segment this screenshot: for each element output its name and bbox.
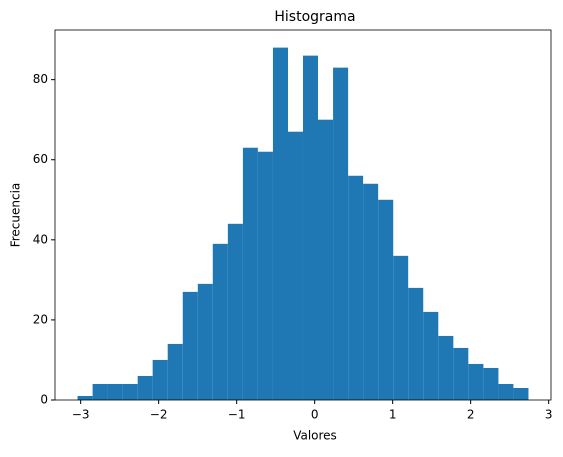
bar xyxy=(453,347,469,400)
bar xyxy=(393,255,409,400)
bar xyxy=(137,375,153,400)
bar xyxy=(438,335,454,400)
x-tick-label: −1 xyxy=(228,408,246,422)
x-tick-label: 3 xyxy=(545,408,553,422)
bar xyxy=(242,147,258,400)
y-tick-label: 0 xyxy=(40,393,48,407)
bar xyxy=(468,363,484,400)
y-tick-label: 80 xyxy=(33,72,48,86)
y-tick-label: 20 xyxy=(33,312,48,326)
bar xyxy=(348,175,364,400)
bar xyxy=(378,199,394,400)
bar xyxy=(257,151,273,400)
y-tick-label: 60 xyxy=(33,152,48,166)
bar xyxy=(287,131,303,400)
bar xyxy=(363,183,379,400)
bar xyxy=(483,367,499,400)
bar xyxy=(227,223,243,400)
bar xyxy=(272,47,288,400)
x-tick-label: −3 xyxy=(72,408,90,422)
y-axis-label: Frecuencia xyxy=(9,183,23,248)
bar xyxy=(408,287,424,400)
plot-frame xyxy=(54,29,552,401)
chart-title: Histograma xyxy=(274,9,355,25)
bar xyxy=(152,359,168,400)
bar xyxy=(423,311,439,400)
bar xyxy=(302,55,319,400)
bar xyxy=(318,119,334,401)
x-tick-label: −2 xyxy=(150,408,168,422)
x-axis-label: Valores xyxy=(293,429,337,443)
bar xyxy=(212,243,228,400)
x-tick-label: 0 xyxy=(311,408,319,422)
y-tick-label: 40 xyxy=(33,232,48,246)
bar xyxy=(92,383,108,400)
x-tick-label: 2 xyxy=(467,408,475,422)
bar xyxy=(122,383,138,400)
bar xyxy=(107,383,123,400)
bar xyxy=(197,283,213,400)
bar xyxy=(498,383,514,400)
bar xyxy=(333,67,349,401)
bar xyxy=(513,387,529,400)
bar xyxy=(167,343,183,400)
bar xyxy=(182,291,198,400)
x-tick-label: 1 xyxy=(389,408,397,422)
bar xyxy=(77,395,93,400)
